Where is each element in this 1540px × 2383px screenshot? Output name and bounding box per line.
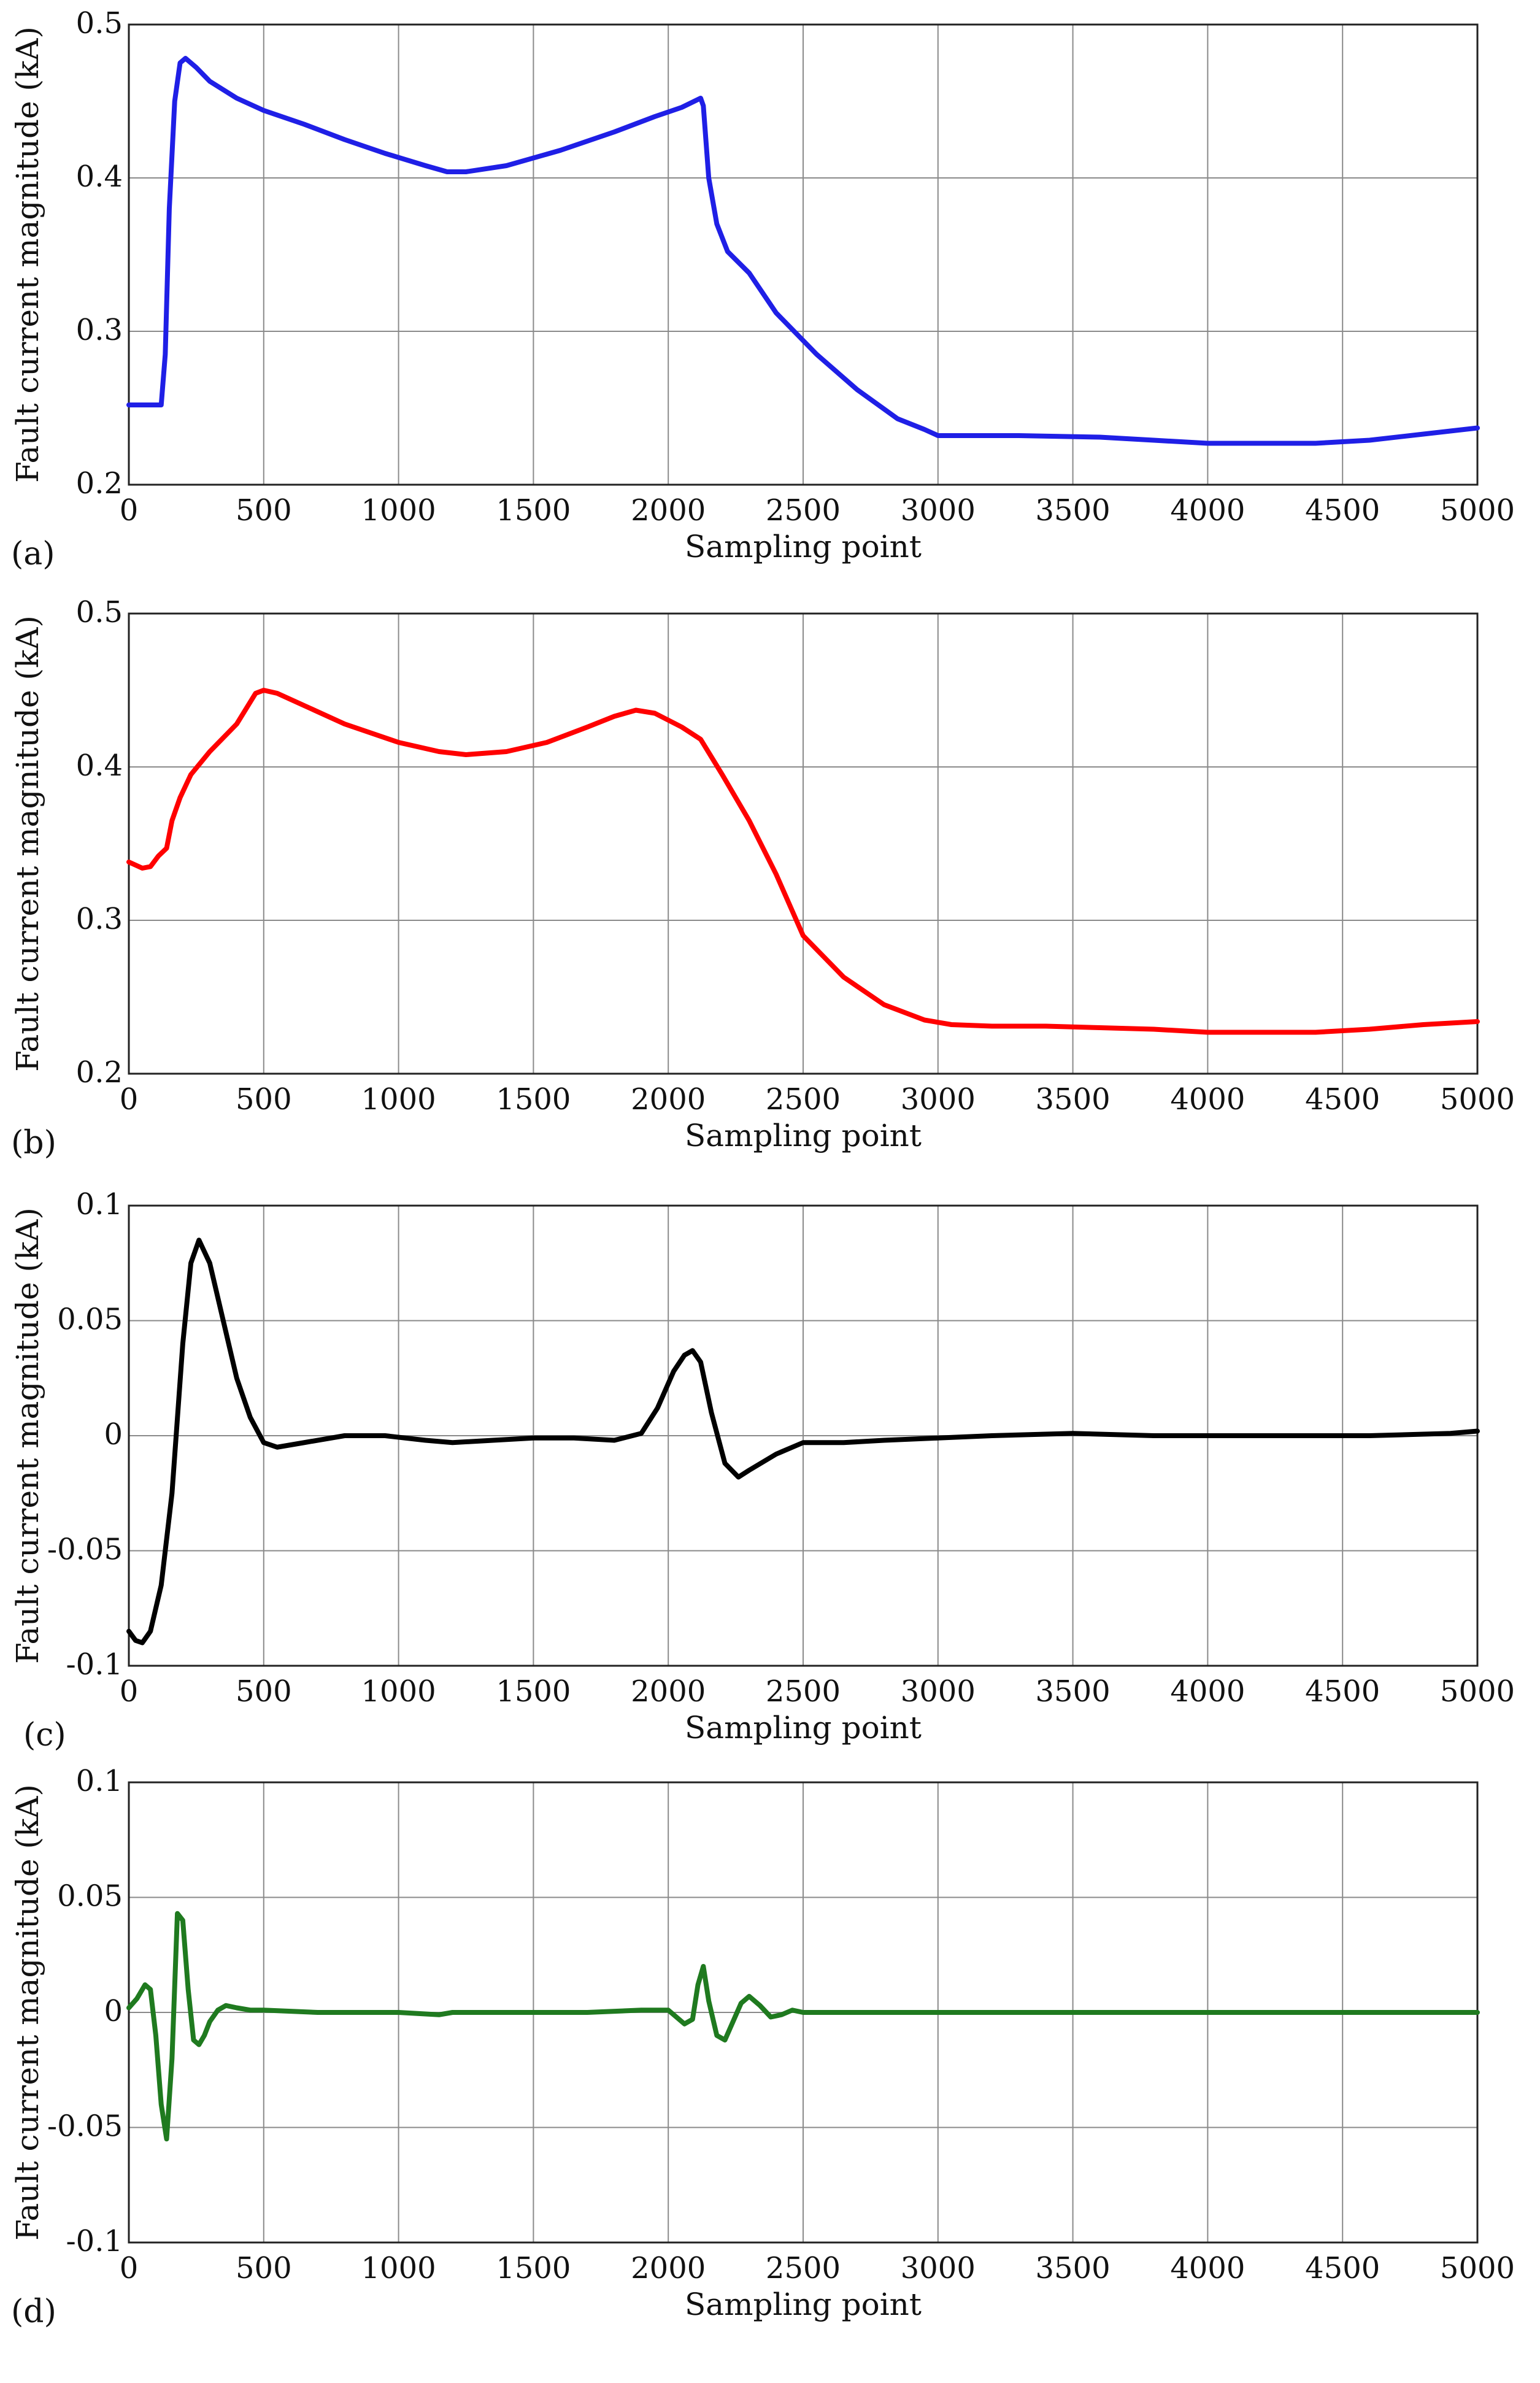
axes-frame	[128, 23, 1479, 486]
y-tick-label: -0.1	[66, 1647, 123, 1682]
y-tick-label: 0.4	[76, 160, 123, 194]
y-tick-label: 0.2	[76, 466, 123, 501]
x-tick-label: 4500	[1305, 1082, 1380, 1117]
x-tick-label: 2000	[631, 2251, 706, 2285]
x-tick-label: 5000	[1440, 1674, 1515, 1709]
y-tick-label: 0.1	[76, 1187, 123, 1222]
x-tick-label: 3000	[901, 1674, 976, 1709]
x-tick-label: 4000	[1170, 493, 1245, 528]
y-axis-label: Fault current magnitude (kA)	[10, 26, 45, 483]
y-tick-label: -0.05	[47, 2109, 123, 2144]
y-tick-label: 0.3	[76, 902, 123, 936]
series-line	[126, 688, 1480, 1035]
x-tick-label: 4500	[1305, 1674, 1380, 1709]
x-tick-label: 2000	[631, 1674, 706, 1709]
y-tick-label: 0	[104, 1994, 123, 2028]
x-tick-label: 3000	[901, 1082, 976, 1117]
x-tick-label: 1500	[496, 2251, 571, 2285]
x-axis-label: Sampling point	[685, 1710, 922, 1746]
panel-label: (c)	[23, 1717, 66, 1754]
series-line	[126, 1911, 1480, 2142]
x-tick-label: 1000	[361, 493, 436, 528]
x-tick-label: 2500	[766, 1674, 841, 1709]
x-tick-label: 3500	[1036, 493, 1111, 528]
x-tick-label: 5000	[1440, 2251, 1515, 2285]
x-tick-label: 2500	[766, 1082, 841, 1117]
series-line	[126, 56, 1480, 446]
x-tick-label: 1000	[361, 1082, 436, 1117]
x-tick-label: 4000	[1170, 1674, 1245, 1709]
x-tick-label: 1500	[496, 493, 571, 528]
x-tick-label: 1000	[361, 2251, 436, 2285]
y-tick-label: 0.4	[76, 749, 123, 783]
x-tick-label: 3500	[1036, 1082, 1111, 1117]
y-tick-label: 0.3	[76, 313, 123, 347]
x-tick-label: 1500	[496, 1674, 571, 1709]
y-tick-label: 0	[104, 1417, 123, 1452]
x-tick-label: 0	[120, 1674, 139, 1709]
x-tick-label: 4000	[1170, 1082, 1245, 1117]
x-tick-label: 3000	[901, 493, 976, 528]
x-tick-label: 4500	[1305, 2251, 1380, 2285]
x-tick-label: 2000	[631, 1082, 706, 1117]
y-axis-label: Fault current magnitude (kA)	[10, 615, 45, 1072]
chart-panel-b: 0 500 1000 1500 2000 2500 3000 3500 4000 4500 5000…	[10, 595, 1515, 1161]
chart-panel-d: 0 500 1000 1500 2000 2500 3000 3500 4000 4500 5000…	[10, 1764, 1515, 2330]
panel-label: (b)	[11, 1125, 56, 1161]
x-tick-label: 3500	[1036, 2251, 1111, 2285]
x-tick-label: 4000	[1170, 2251, 1245, 2285]
y-tick-label: 0.1	[76, 1764, 123, 1798]
axes-frame	[128, 612, 1479, 1075]
x-tick-label: 1500	[496, 1082, 571, 1117]
x-axis-label: Sampling point	[685, 2287, 922, 2322]
x-tick-label: 1000	[361, 1674, 436, 1709]
x-tick-label: 2500	[766, 2251, 841, 2285]
x-tick-label: 0	[120, 493, 139, 528]
y-tick-label: -0.1	[66, 2224, 123, 2258]
series-line	[126, 1238, 1480, 1646]
x-tick-label: 2000	[631, 493, 706, 528]
y-tick-label: 0.2	[76, 1055, 123, 1090]
y-tick-label: 0.5	[76, 595, 123, 629]
x-tick-label: 5000	[1440, 493, 1515, 528]
y-tick-label: 0.05	[57, 1303, 123, 1337]
chart-panel-a: 0 500 1000 1500 2000 2500 3000 3500 4000 4500 5000…	[10, 6, 1515, 572]
panel-label: (a)	[11, 536, 55, 572]
chart-panel-c: 0 500 1000 1500 2000 2500 3000 3500 4000 4500 5000…	[10, 1187, 1515, 1754]
axes-frame	[128, 1204, 1479, 1667]
x-tick-label: 2500	[766, 493, 841, 528]
x-tick-label: 500	[236, 493, 292, 528]
y-axis-label: Fault current magnitude (kA)	[10, 1207, 45, 1664]
x-axis-label: Sampling point	[685, 529, 922, 564]
y-tick-label: 0.05	[57, 1879, 123, 1914]
y-axis-label: Fault current magnitude (kA)	[10, 1784, 45, 2241]
x-tick-label: 3000	[901, 2251, 976, 2285]
y-tick-label: -0.05	[47, 1533, 123, 1567]
x-tick-label: 500	[236, 1082, 292, 1117]
panel-label: (d)	[11, 2293, 56, 2330]
x-tick-label: 500	[236, 2251, 292, 2285]
x-tick-label: 500	[236, 1674, 292, 1709]
y-tick-label: 0.5	[76, 6, 123, 40]
x-tick-label: 4500	[1305, 493, 1380, 528]
x-tick-label: 3500	[1036, 1674, 1111, 1709]
x-tick-label: 0	[120, 2251, 139, 2285]
x-tick-label: 0	[120, 1082, 139, 1117]
x-axis-label: Sampling point	[685, 1118, 922, 1153]
x-tick-label: 5000	[1440, 1082, 1515, 1117]
